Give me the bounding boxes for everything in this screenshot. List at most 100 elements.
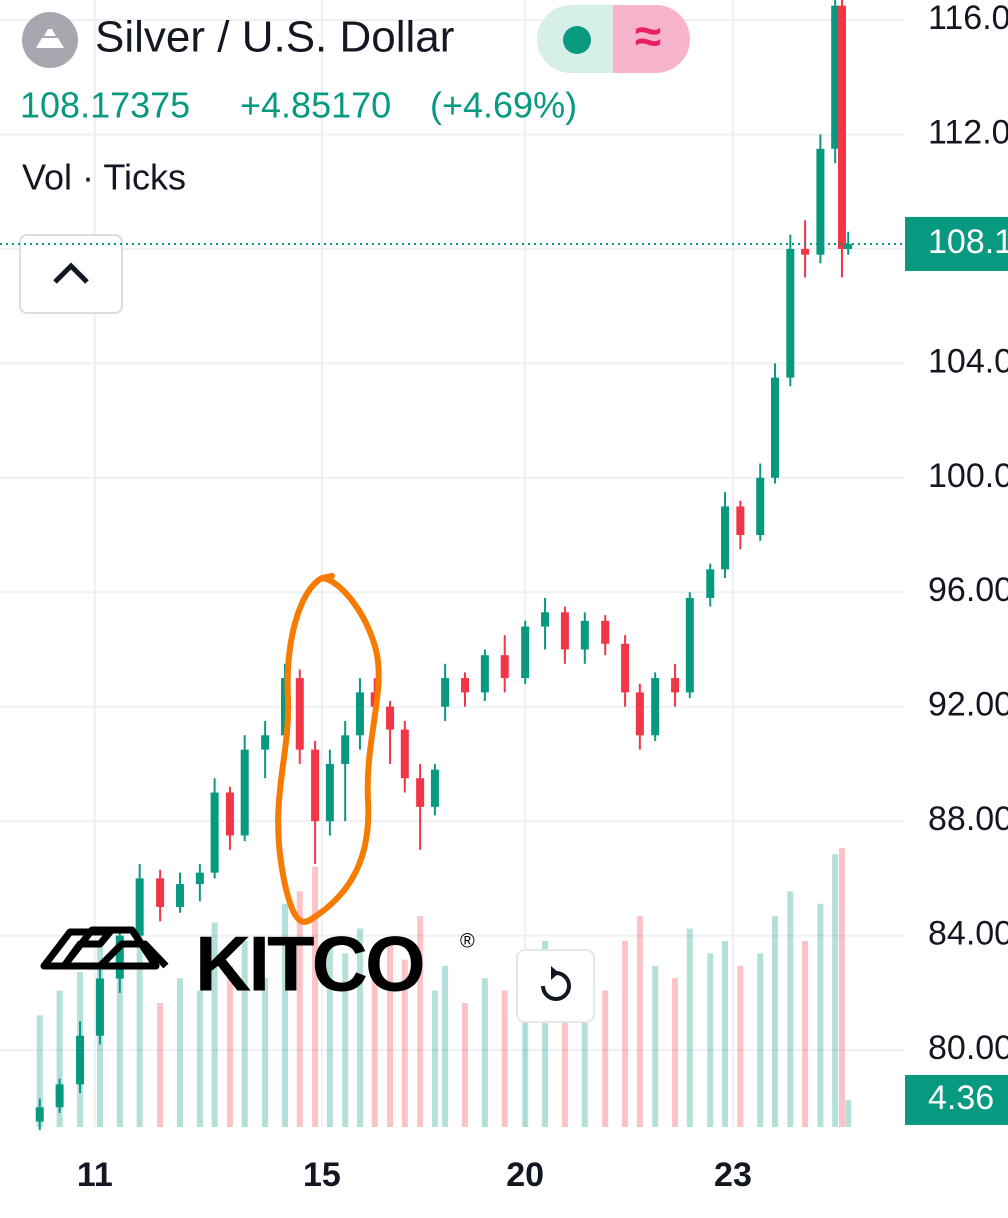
candle-body [95,978,104,1036]
volume-pane [36,848,852,1127]
candle-body [325,763,334,822]
indicator-label: Vol · Ticks [22,157,186,198]
candle-body [386,706,395,730]
volume-bar [817,903,824,1127]
volume-bar [176,978,183,1127]
reset-button[interactable] [516,949,595,1023]
candle-body [521,626,530,679]
candle-body [685,597,694,693]
volume-bar [401,959,408,1127]
candle-body [341,735,350,764]
y-tick-label: 116.00 [928,0,1008,37]
candle-body [580,620,589,650]
candle-body [560,612,569,650]
candle-body [601,620,610,644]
candle-body [261,735,270,750]
change-pct: (+4.69%) [430,85,577,126]
candle-body [770,377,779,478]
watermark: KITCO [195,920,423,1008]
volume-bar [387,941,394,1127]
volume-bar [431,990,438,1127]
volume-bar [707,953,714,1127]
candle-body [844,243,853,249]
volume-bar [481,978,488,1127]
candle-body [671,678,680,693]
volume-bar [312,866,319,1127]
candle-body [210,792,219,873]
candle-body [816,148,825,255]
last-price-tag-label: 108.17375 [928,223,1008,261]
candle-body [460,678,469,693]
candle-body [500,655,509,679]
status-dot [563,26,591,54]
logo-mark [40,926,169,970]
volume-bar [602,990,609,1127]
candle-body [240,749,249,836]
change: +4.85170 [240,85,391,126]
candle-body [430,769,439,807]
volume-bar [136,910,143,1127]
candle-body [736,506,745,536]
candle-body [35,1107,44,1122]
collapse-button[interactable] [19,234,123,314]
candle-body [756,477,765,536]
x-tick-label: 15 [303,1156,341,1194]
candle-body [400,729,409,779]
chevron-up [53,262,89,284]
volume-bar [787,891,794,1127]
volume-bar [116,953,123,1127]
candle-body [225,792,234,836]
volume-bar [838,848,845,1127]
last-price: 108.17375 [20,85,190,126]
collapse-button-box [19,234,123,314]
volume-bar [832,854,839,1127]
symbol-icon-glyph [36,29,64,48]
volume-bar [371,972,378,1127]
y-tick-label: 92.00 [928,686,1008,724]
volume-bar [56,990,63,1127]
status-pill[interactable]: ≈ [537,5,690,73]
pill-right [613,5,690,73]
grid [0,0,905,1127]
reset-arrowhead [551,966,559,980]
volume-bar [722,941,729,1127]
y-tick-label: 112.00 [928,113,1008,151]
candle-body [311,749,320,822]
volume-bar [501,990,508,1127]
candle-body [295,678,304,750]
last-price-tag [905,216,1008,271]
candle-body [706,569,715,598]
kitco-logo: KITCO ® [40,920,475,1008]
candle-body [480,655,489,693]
candle-body [635,692,644,736]
volume-bar [342,953,349,1127]
reset-arc [541,971,571,1001]
candle-body [281,678,290,736]
y-tick-label: 88.00 [928,800,1008,838]
candle-body [115,935,124,979]
chart-title: Silver / U.S. Dollar [95,13,454,62]
y-tick-label: 104.00 [928,342,1008,380]
volume-bar [686,928,693,1127]
candle-body [135,878,144,936]
y-tick-label: 96.00 [928,571,1008,609]
volume-bar [652,965,659,1127]
volume-bar [36,1015,43,1127]
volume-bar [417,916,424,1127]
volume-bar [226,965,233,1127]
x-tick-label: 11 [77,1156,113,1194]
status-icon: ≈ [635,11,661,64]
candle-body [801,248,810,255]
x-tick-label: 23 [714,1156,752,1194]
volume-bar [581,978,588,1127]
candle-body [837,5,846,249]
candle-body [156,878,165,907]
volume-bar [326,941,333,1127]
reset-button-box [516,949,595,1023]
candle-body [175,884,184,907]
candle-body [786,248,795,378]
candle-body [76,1035,85,1085]
candles [35,0,853,1131]
volume-bar [461,1003,468,1127]
